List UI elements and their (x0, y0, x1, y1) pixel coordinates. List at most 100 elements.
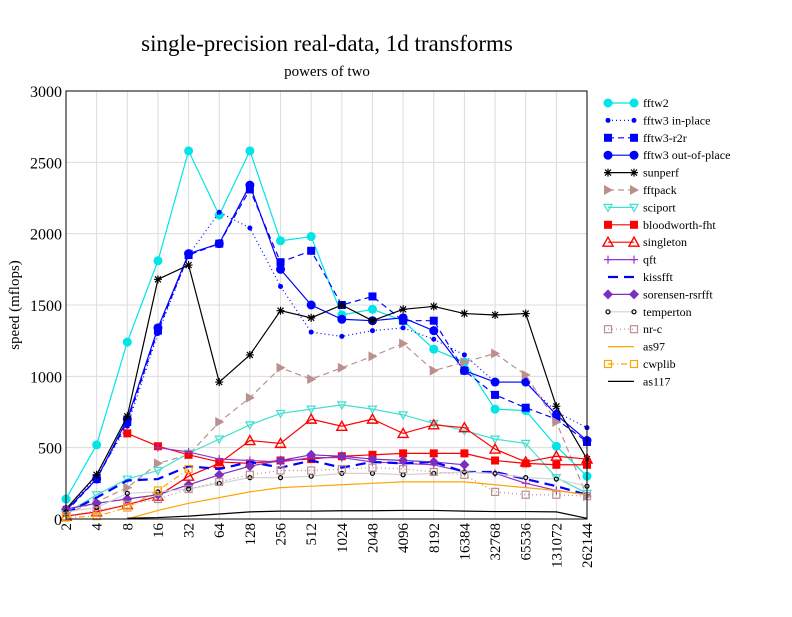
legend-label: qft (643, 253, 657, 267)
marker-square (276, 258, 285, 267)
series-line (65, 404, 588, 514)
marker-small-circle (492, 470, 498, 476)
marker-circle (214, 239, 224, 249)
marker-open-square (368, 463, 377, 472)
legend-entry: fftw3 out-of-place (603, 148, 730, 162)
marker-circle (429, 344, 439, 354)
marker-star (184, 261, 193, 270)
series-line (127, 509, 588, 519)
marker-triangle-up (243, 434, 257, 446)
plot-frame (65, 90, 588, 520)
marker-small-circle (523, 475, 529, 481)
marker-open-square (92, 506, 101, 515)
series-fftw3-in-place (63, 209, 590, 513)
x-tick-label: 8 (120, 523, 136, 531)
marker-star (245, 350, 254, 359)
marker-square (368, 292, 377, 301)
marker-circle (629, 150, 639, 160)
legend-entry: temperton (605, 305, 692, 319)
marker-circle (306, 300, 316, 310)
marker-triangle-right (630, 185, 639, 195)
marker-diamond (306, 449, 317, 460)
marker-circle (551, 441, 561, 451)
marker-star (491, 310, 500, 319)
series-line (65, 471, 588, 513)
marker-star (604, 168, 612, 177)
marker-star (92, 470, 101, 479)
marker-star (429, 302, 438, 311)
marker-star (368, 316, 377, 325)
marker-star (276, 306, 285, 315)
marker-open-square (123, 503, 132, 512)
marker-dot (605, 117, 611, 123)
marker-circle (122, 337, 132, 347)
marker-star (521, 309, 530, 318)
marker-circle (521, 377, 531, 387)
marker-small-circle (94, 504, 100, 511)
marker-diamond (398, 455, 409, 466)
marker-dot (308, 329, 314, 335)
marker-triangle-down (306, 405, 317, 415)
marker-circle (184, 146, 194, 156)
marker-open-square (490, 487, 500, 496)
marker-square (123, 429, 132, 438)
legend-label: singleton (643, 235, 687, 249)
series-line (65, 454, 465, 510)
marker-square (307, 246, 316, 255)
marker-plus (215, 455, 224, 464)
series-line (65, 149, 588, 500)
marker-circle (276, 264, 286, 274)
marker-diamond (459, 459, 470, 470)
marker-small-circle (631, 309, 637, 315)
series-sorensen-rsrfft (61, 449, 470, 515)
marker-diamond (603, 289, 613, 300)
marker-circle (153, 256, 163, 266)
x-tick-label: 16384 (457, 523, 473, 561)
x-tick-label: 4 (90, 523, 106, 531)
x-tick-label: 16 (151, 523, 167, 539)
marker-triangle-right (429, 365, 439, 376)
series-singleton (59, 412, 594, 521)
marker-triangle-right (123, 482, 133, 493)
legend-entry: fftpack (604, 183, 677, 197)
marker-dot (278, 283, 284, 289)
marker-square (429, 449, 438, 458)
marker-triangle-right (215, 416, 225, 427)
chart-title: single-precision real-data, 1d transform… (141, 31, 513, 56)
marker-small-circle (339, 470, 345, 476)
marker-triangle-down (628, 203, 640, 213)
legend-entry: as97 (608, 340, 665, 354)
marker-open-square (521, 490, 530, 499)
marker-triangle-up (335, 419, 349, 431)
x-tick-label: 65536 (519, 523, 535, 561)
y-tick-label: 1500 (30, 298, 62, 315)
marker-circle (184, 249, 194, 259)
marker-diamond (183, 479, 194, 490)
marker-triangle-right (276, 362, 286, 373)
y-tick-label: 0 (54, 512, 62, 529)
marker-dot (247, 225, 253, 231)
marker-circle (367, 304, 377, 314)
marker-triangle-up (519, 455, 532, 467)
marker-triangle-up (427, 418, 440, 430)
legend-entry: fftw3-r2r (604, 131, 687, 145)
marker-square (604, 220, 612, 229)
marker-square (630, 133, 638, 142)
marker-open-square (460, 470, 469, 479)
marker-small-circle (247, 475, 253, 481)
marker-open-square (92, 512, 101, 521)
legend-label: temperton (643, 305, 692, 319)
marker-circle (459, 366, 469, 376)
marker-diamond (244, 461, 255, 472)
chart-subtitle: powers of two (284, 64, 370, 80)
marker-star (460, 309, 469, 318)
marker-circle (603, 98, 613, 108)
legend-label: fftw2 (643, 96, 669, 110)
marker-triangle-up (550, 449, 563, 461)
marker-triangle-right (399, 338, 409, 349)
marker-square (630, 220, 638, 229)
x-tick-label: 4096 (396, 523, 412, 554)
marker-diamond (275, 455, 286, 466)
series-line (127, 481, 588, 520)
marker-open-square (307, 466, 316, 475)
